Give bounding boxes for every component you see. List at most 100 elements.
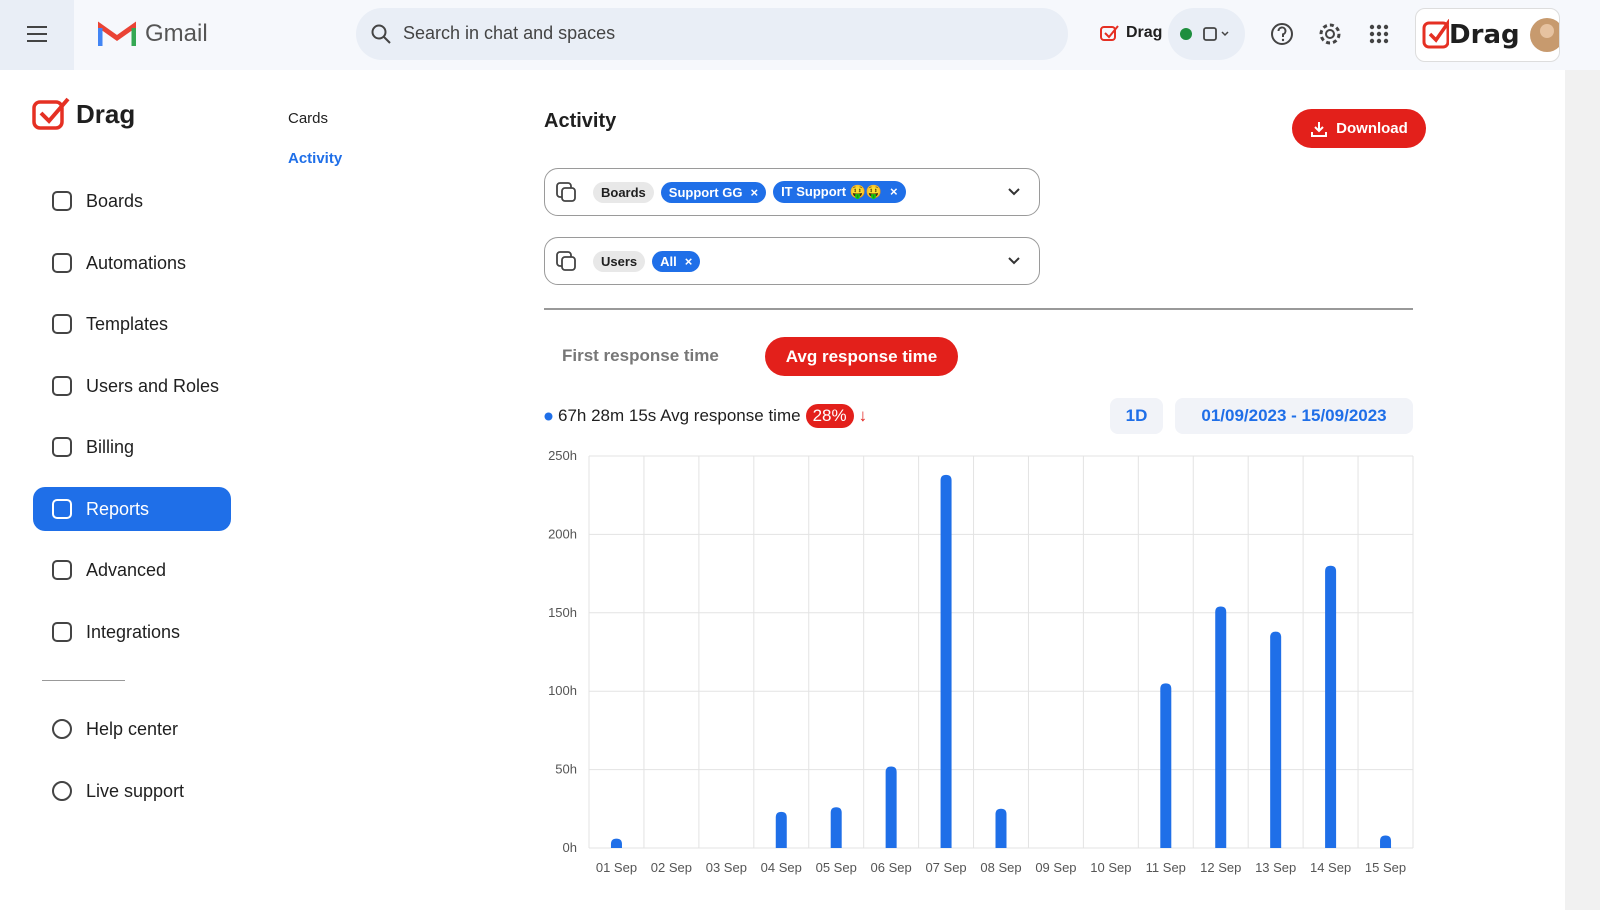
- bar: [995, 808, 1007, 848]
- nav-icon: [52, 314, 72, 334]
- summary-text: 67h 28m 15s Avg response time: [558, 406, 801, 425]
- bar: [940, 474, 952, 848]
- x-tick-label: 13 Sep: [1255, 860, 1296, 875]
- nav-label: Templates: [86, 313, 169, 334]
- drag-icon: [1100, 25, 1119, 41]
- x-tick-label: 05 Sep: [816, 860, 857, 875]
- download-icon: [1311, 121, 1328, 137]
- filter-label: Users: [593, 250, 646, 272]
- nav-item[interactable]: Reports: [33, 487, 231, 531]
- nav-item[interactable]: Boards: [33, 179, 231, 223]
- support-label: Live support: [86, 780, 185, 801]
- x-tick-label: 08 Sep: [980, 860, 1021, 875]
- nav-label: Integrations: [86, 621, 181, 642]
- support-item[interactable]: Help center: [33, 707, 231, 751]
- nav-item[interactable]: Integrations: [33, 610, 231, 654]
- x-tick-label: 11 Sep: [1146, 860, 1186, 875]
- support-item[interactable]: Live support: [33, 769, 231, 813]
- bar: [610, 838, 622, 848]
- bar: [1215, 606, 1227, 848]
- nav-icon: [52, 499, 72, 519]
- avatar[interactable]: [1528, 16, 1559, 54]
- nav-label: Automations: [86, 252, 187, 273]
- nav-icon: [52, 253, 72, 273]
- x-tick-label: 01 Sep: [596, 860, 637, 875]
- menu-button[interactable]: [0, 0, 74, 70]
- bar: [885, 766, 897, 848]
- y-tick-label: 250h: [548, 448, 577, 463]
- search-placeholder: Search in chat and spaces: [403, 23, 616, 43]
- interval-button[interactable]: 1D: [1110, 398, 1163, 434]
- drag-toggle[interactable]: Drag: [1100, 24, 1162, 42]
- nav-icon: [52, 622, 72, 642]
- search-icon: [371, 24, 391, 44]
- search-bar[interactable]: Search in chat and spaces: [356, 8, 1068, 60]
- nav-item[interactable]: Automations: [33, 241, 231, 285]
- sidebar-logo: Drag: [32, 96, 135, 132]
- nav-label: Billing: [86, 436, 135, 457]
- nav-item[interactable]: Billing: [33, 425, 231, 469]
- x-tick-label: 03 Sep: [706, 860, 747, 875]
- y-tick-label: 100h: [548, 683, 577, 698]
- sidebar-divider: [42, 680, 125, 681]
- x-tick-label: 12 Sep: [1200, 860, 1241, 875]
- nav-item[interactable]: Advanced: [33, 548, 231, 592]
- gmail-logo: [98, 21, 136, 46]
- y-tick-label: 200h: [548, 526, 577, 541]
- support-label: Help center: [86, 718, 179, 739]
- filter-icon: [556, 251, 576, 271]
- nav-item[interactable]: Users and Roles: [33, 364, 231, 408]
- nav-item[interactable]: Templates: [33, 302, 231, 346]
- nav-icon: [52, 376, 72, 396]
- logo-icon: [32, 97, 70, 130]
- brand-name: Drag: [1449, 20, 1520, 50]
- y-tick-label: 0h: [563, 840, 577, 855]
- bar: [775, 811, 787, 848]
- brand-box[interactable]: Drag: [1415, 8, 1560, 62]
- drag-label: Drag: [1126, 24, 1163, 41]
- nav-label: Reports: [86, 498, 150, 519]
- status-pill[interactable]: [1168, 8, 1245, 60]
- x-tick-label: 15 Sep: [1365, 860, 1406, 875]
- x-tick-label: 07 Sep: [925, 860, 966, 875]
- download-button[interactable]: Download: [1292, 109, 1426, 148]
- nav-icon: [52, 560, 72, 580]
- bar: [1160, 683, 1172, 848]
- x-tick-label: 04 Sep: [761, 860, 802, 875]
- dropdown-caret[interactable]: [1007, 187, 1021, 197]
- chip-remove[interactable]: ×: [750, 184, 759, 200]
- chart: 0h 50h 100h 150h 200h 250h 01 Sep 02 Sep 03 Sep 0…: [548, 448, 1414, 875]
- bar: [830, 807, 842, 848]
- subnav-item[interactable]: Cards: [288, 110, 329, 127]
- filter-box[interactable]: Boards Support GG × IT Support 🤑🤑 ×: [544, 168, 1040, 216]
- chip-remove[interactable]: ×: [684, 253, 693, 269]
- filter-box[interactable]: Users All ×: [544, 237, 1040, 285]
- x-tick-label: 02 Sep: [651, 860, 692, 875]
- subnav-item[interactable]: Activity: [288, 150, 343, 167]
- filter-chip[interactable]: All ×: [652, 250, 701, 272]
- date-range[interactable]: 01/09/2023 - 15/09/2023: [1175, 398, 1413, 434]
- filter-chip[interactable]: Support GG ×: [660, 181, 767, 203]
- app-name: Gmail: [145, 20, 208, 47]
- download-label: Download: [1336, 120, 1408, 137]
- chip-remove[interactable]: ×: [890, 184, 898, 199]
- x-tick-label: 14 Sep: [1310, 860, 1351, 875]
- bar: [1325, 565, 1337, 848]
- filter-label: Boards: [593, 181, 654, 203]
- menu-icon: [27, 26, 47, 42]
- filter-icon: [556, 182, 576, 202]
- nav-label: Users and Roles: [86, 375, 220, 396]
- filter-chip[interactable]: IT Support 🤑🤑 ×: [773, 181, 906, 203]
- trend-arrow: ↓: [858, 406, 868, 425]
- nav-icon: [52, 191, 72, 211]
- tab-active[interactable]: Avg response time: [765, 337, 958, 376]
- page-title: Activity: [544, 110, 617, 132]
- tab[interactable]: First response time: [562, 346, 719, 365]
- divider: [544, 308, 1413, 310]
- logo-text: Drag: [76, 98, 136, 129]
- header-icons[interactable]: [1268, 20, 1398, 48]
- dropdown-caret[interactable]: [1007, 256, 1021, 266]
- y-tick-label: 150h: [548, 605, 577, 620]
- scrollbar-area: [1565, 70, 1600, 910]
